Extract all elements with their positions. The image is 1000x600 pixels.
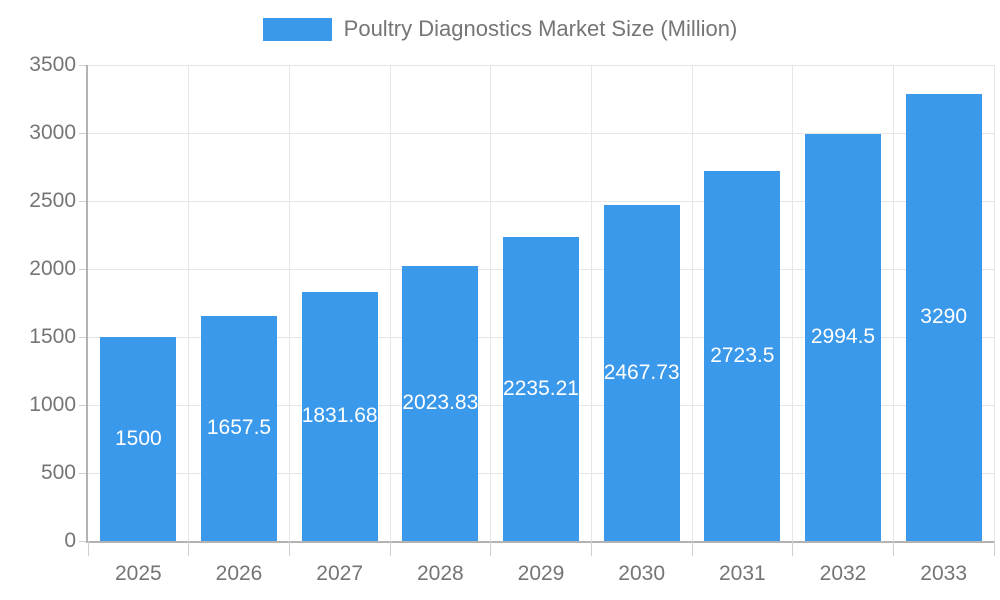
x-tick-mark [188, 541, 190, 556]
bar-value-label: 1500 [114, 427, 162, 450]
y-tick-mark [79, 404, 88, 406]
bar-value-label: 2994.5 [810, 325, 876, 349]
legend-item[interactable]: Poultry Diagnostics Market Size (Million… [262, 16, 738, 42]
y-axis-line [86, 65, 88, 541]
y-tick-mark [79, 336, 88, 338]
bar: 2994.5 [805, 133, 881, 541]
y-tick-label: 2500 [29, 189, 76, 212]
x-tick-mark [792, 541, 794, 556]
gridline-vertical [490, 65, 492, 541]
gridline-horizontal [88, 200, 994, 202]
y-tick-label: 1000 [29, 393, 76, 416]
chart-legend: Poultry Diagnostics Market Size (Million… [0, 16, 1000, 42]
gridline-horizontal [88, 132, 994, 134]
y-tick-mark [79, 64, 88, 66]
x-tick-label: 2031 [718, 562, 766, 585]
x-tick-mark [389, 541, 391, 556]
bar: 2235.21 [503, 237, 579, 541]
legend-label: Poultry Diagnostics Market Size (Million… [343, 16, 738, 41]
x-axis: 2025 2026 2027 2028 2029 2030 2031 2032 2033 [87, 541, 995, 600]
x-tick-mark [87, 541, 89, 556]
bar: 1831.68 [301, 291, 378, 541]
bar: 3290 [905, 93, 982, 541]
bar: 2723.5 [704, 170, 781, 541]
bar-value-label: 1657.5 [206, 416, 272, 440]
gridline-vertical [188, 65, 190, 541]
y-axis: 0 500 1000 1500 2000 2500 3000 3500 [0, 53, 88, 552]
gridline-vertical [993, 65, 995, 541]
x-tick-label: 2026 [215, 562, 263, 585]
x-tick-label: 2030 [618, 562, 666, 585]
x-tick-mark [691, 541, 693, 556]
bar: 1500 [100, 337, 177, 541]
bar-value-label: 2235.21 [503, 377, 579, 400]
x-tick-label: 2025 [114, 562, 162, 585]
y-tick-mark [79, 472, 88, 474]
y-tick-mark [79, 268, 88, 270]
gridline-vertical [590, 65, 592, 541]
y-tick-label: 2000 [29, 257, 76, 280]
x-axis-line [86, 541, 994, 543]
legend-swatch [262, 17, 332, 41]
y-tick-mark [79, 540, 88, 542]
x-tick-mark [288, 541, 290, 556]
x-tick-label: 2027 [316, 562, 364, 585]
plot-area: 1500 1657.5 1831.68 2023.83 2235.21 2467.73 27… [86, 64, 995, 543]
gridline-vertical [892, 65, 894, 541]
gridline-horizontal [88, 64, 994, 66]
bar: 1657.5 [201, 315, 277, 541]
y-tick-label: 500 [40, 461, 76, 484]
gridline-vertical [792, 65, 794, 541]
x-tick-label: 2029 [517, 562, 565, 585]
x-tick-label: 2033 [920, 562, 968, 585]
y-tick-label: 0 [64, 529, 76, 552]
x-tick-label: 2028 [416, 562, 464, 585]
bar-value-label: 2023.83 [402, 391, 479, 415]
bar-value-label: 3290 [920, 305, 968, 329]
y-tick-mark [79, 132, 88, 134]
y-tick-label: 3500 [29, 53, 76, 76]
bar-value-label: 2467.73 [603, 361, 680, 385]
bar: 2467.73 [603, 205, 680, 541]
x-tick-mark [590, 541, 592, 556]
x-tick-mark [892, 541, 894, 556]
x-tick-mark [490, 541, 492, 556]
gridline-vertical [389, 65, 391, 541]
bar-value-label: 2723.5 [710, 343, 775, 367]
x-tick-mark [993, 541, 995, 556]
y-tick-mark [79, 200, 88, 202]
gridline-vertical [691, 65, 693, 541]
y-tick-label: 3000 [29, 121, 76, 144]
y-tick-label: 1500 [29, 325, 76, 348]
bar: 2023.83 [402, 265, 479, 541]
bar-value-label: 1831.68 [301, 404, 378, 428]
x-tick-label: 2032 [819, 562, 867, 585]
gridline-vertical [288, 65, 290, 541]
